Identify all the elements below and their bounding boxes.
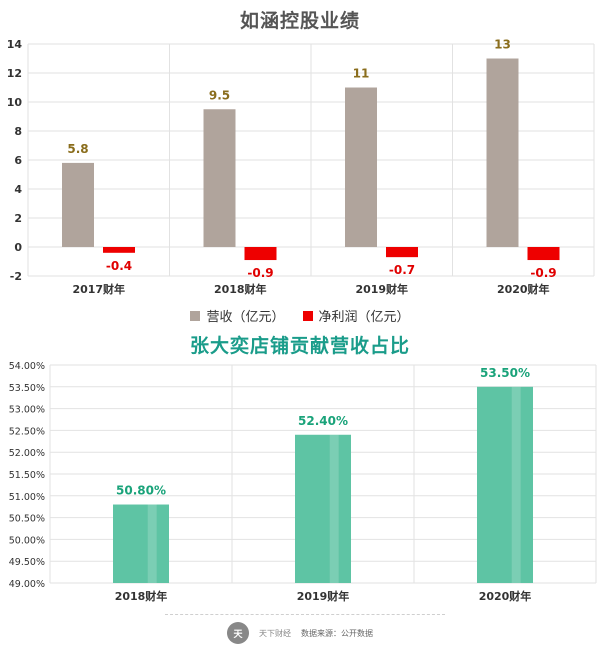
chart2-label-share: 52.40% (298, 414, 348, 428)
chart1-label-profit: -0.7 (389, 263, 415, 277)
chart1-bar-revenue (345, 87, 377, 247)
chart1-bar-profit (244, 247, 277, 261)
chart1-bar-revenue (62, 162, 94, 247)
brand-name: 天下财经 (259, 628, 291, 638)
chart1-ytick: 6 (14, 154, 22, 167)
chart1-ytick: 8 (14, 125, 22, 138)
legend-label-profit: 净利润（亿元） (318, 310, 410, 325)
brand-logo: 天 (227, 622, 249, 644)
footer: 天 天下财经 数据来源：公开数据 (0, 622, 600, 644)
chart2-bar-highlight (511, 386, 521, 583)
chart1-xtick: 2019财年 (355, 282, 408, 296)
chart2-ytick: 53.00% (9, 405, 45, 416)
chart1-label-profit: -0.4 (106, 259, 132, 273)
chart2-ytick: 49.00% (9, 579, 45, 590)
chart1-label-revenue: 13 (494, 38, 511, 52)
chart2-ytick: 52.00% (9, 448, 45, 459)
chart2-bar-share (113, 504, 169, 583)
chart2-ytick: 53.50% (9, 383, 45, 394)
chart1-ytick: 14 (7, 38, 23, 51)
data-source-note: 数据来源：公开数据 (301, 628, 373, 638)
chart1-bar-revenue (203, 109, 236, 247)
chart1-bar-profit (386, 247, 418, 258)
chart2-ytick: 50.00% (9, 535, 45, 546)
chart2-ytick: 54.00% (9, 361, 45, 372)
chart1-ytick: 2 (14, 212, 22, 225)
chart1-xtick: 2017财年 (72, 282, 125, 296)
legend-swatch-profit (302, 310, 313, 321)
chart1-label-profit: -0.9 (530, 266, 556, 280)
footer-divider (165, 614, 445, 615)
chart2-bar-highlight (329, 434, 339, 583)
chart2-title: 张大奕店铺贡献营收占比 (189, 335, 410, 357)
chart1-xtick: 2018财年 (214, 282, 267, 296)
chart1-ytick: 4 (14, 183, 22, 196)
chart2-ytick: 49.50% (9, 557, 45, 568)
chart1-bar-revenue (486, 58, 519, 247)
chart1-label-revenue: 9.5 (209, 88, 230, 102)
chart2-ytick: 51.50% (9, 470, 45, 481)
chart2-label-share: 53.50% (480, 366, 530, 380)
legend-label-revenue: 营收（亿元） (206, 310, 285, 325)
chart1-ytick: 10 (7, 96, 23, 109)
chart2-bar-highlight (147, 504, 157, 583)
chart2-xtick: 2018财年 (115, 589, 168, 603)
chart2-ytick: 52.50% (9, 426, 45, 437)
chart1-xtick: 2020财年 (497, 282, 550, 296)
chart1-label-revenue: 5.8 (67, 142, 88, 156)
chart1-legend: 营收（亿元） 净利润（亿元） (0, 306, 600, 325)
chart1-label-profit: -0.9 (247, 266, 273, 280)
chart1-ytick: 0 (14, 241, 22, 254)
chart1-revenue-profit: 14 12 10 8 6 4 2 0 -2 2017财年 2018财年 2019财年 2020财年 5.8… (7, 38, 595, 296)
chart1-title: 如涵控股业绩 (239, 10, 360, 32)
chart2-label-share: 50.80% (116, 484, 166, 498)
legend-swatch-revenue (190, 310, 201, 321)
chart1-bar-profit (103, 247, 135, 253)
chart2-xtick: 2019财年 (297, 589, 350, 603)
chart2-ytick: 51.00% (9, 492, 45, 503)
chart1-ytick: 12 (7, 67, 22, 80)
legend-item-revenue: 营收（亿元） (190, 306, 285, 325)
chart2-bar-share (295, 434, 351, 583)
chart2-xtick: 2020财年 (479, 589, 532, 603)
chart2-share: 54.00% 53.50% 53.00% 52.50% 52.00% 51.50% 51.0… (9, 361, 597, 603)
chart1-label-revenue: 11 (353, 67, 370, 81)
chart2-ytick: 50.50% (9, 514, 45, 525)
chart2-bar-share (477, 386, 533, 583)
chart1-bar-profit (527, 247, 560, 261)
chart1-ytick: -2 (10, 270, 22, 283)
legend-item-profit: 净利润（亿元） (302, 306, 410, 325)
